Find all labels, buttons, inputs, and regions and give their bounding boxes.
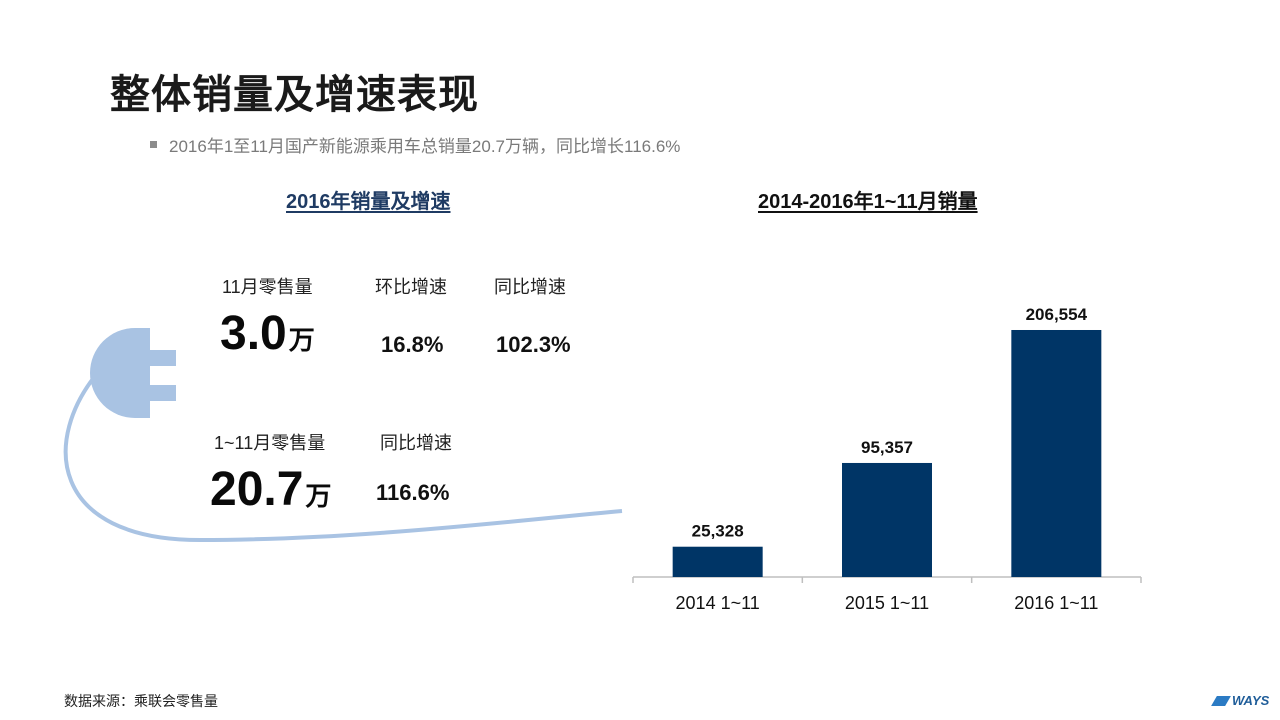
plug-prong-bottom [148,385,176,401]
ytd-sales-number: 20.7 [210,463,304,516]
nov-mom-label: 环比增速 [375,277,447,297]
nov-yoy-value: 102.3% [496,332,571,357]
x-tick-label: 2015 1~11 [845,593,929,613]
nov-sales-label: 11月零售量 [222,277,313,297]
bar [842,462,932,577]
page-title: 整体销量及增速表现 [110,73,479,117]
sales-bar-chart: 25,328 2014 1~11 95,357 2015 1~11 206,554 201… [632,305,1142,613]
bar-data-label: 95,357 [861,438,913,457]
nov-mom-value: 16.8% [381,332,444,357]
data-source-note: 数据来源：乘联会零售量 [64,693,218,709]
bullet-square-icon [150,141,157,148]
nov-yoy-label: 同比增速 [494,277,566,297]
ytd-yoy-value: 116.6% [376,480,450,505]
bar-data-label: 206,554 [1026,305,1088,324]
ytd-sales-label: 1~11月零售量 [214,433,326,453]
ways-logo-icon [1211,695,1231,706]
chart-title: 2014-2016年1~11月销量 [758,191,978,213]
x-tick-label: 2014 1~11 [676,593,760,613]
bar-data-label: 25,328 [692,522,744,541]
left-section-title: 2016年销量及增速 [286,191,451,213]
bar [672,546,763,577]
plug-cable [63,368,623,543]
plug-prong-top [148,350,176,366]
ways-logo: WAYS [1211,693,1270,708]
x-tick-label: 2016 1~11 [1014,593,1098,613]
ytd-sales-value: 20.7万 [210,462,331,517]
nov-sales-number: 3.0 [220,307,287,360]
summary-bullet: 2016年1至11月国产新能源乘用车总销量20.7万辆，同比增长116.6% [150,132,680,157]
nov-sales-unit: 万 [288,325,315,355]
summary-text: 2016年1至11月国产新能源乘用车总销量20.7万辆，同比增长116.6% [169,137,681,156]
plug-graphic [63,328,623,543]
ytd-yoy-label: 同比增速 [380,433,452,453]
plug-head-icon [90,328,150,418]
bar [1011,329,1102,577]
ways-logo-text: WAYS [1232,693,1270,708]
nov-sales-value: 3.0万 [220,306,315,361]
ytd-sales-unit: 万 [305,481,332,511]
